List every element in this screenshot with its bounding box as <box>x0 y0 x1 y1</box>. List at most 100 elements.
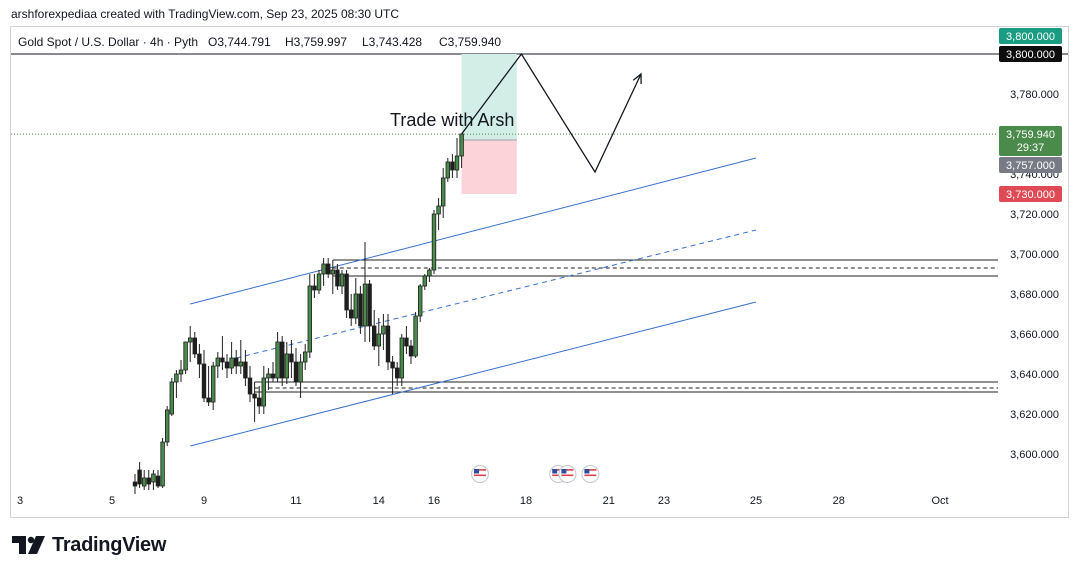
flag-stripe <box>474 477 486 479</box>
ohlc-values: O3,744.791 H3,759.997 L3,743.428 C3,759.940 <box>208 35 501 49</box>
x-tick-label: 16 <box>428 495 440 507</box>
position-tool <box>11 54 998 194</box>
candle-body <box>174 373 179 383</box>
candle <box>132 474 138 494</box>
flag-canton <box>474 469 479 474</box>
trade-annotation: Trade with Arsh <box>390 110 514 130</box>
chart-frame <box>10 26 1069 518</box>
candle <box>252 382 257 422</box>
candle <box>413 312 418 358</box>
flag-stripe <box>552 469 565 471</box>
ohlc-open: O3,744.791 <box>208 35 271 49</box>
flag-ring <box>471 465 489 483</box>
us-flag-icon[interactable] <box>558 465 577 483</box>
candle <box>427 268 432 282</box>
candle <box>224 354 230 378</box>
candle-body <box>445 161 450 179</box>
candles <box>132 133 464 494</box>
x-tick-label: 14 <box>373 495 385 507</box>
candle <box>187 326 193 362</box>
candle <box>238 340 243 374</box>
brand-name: TradingView <box>52 534 167 556</box>
channel-upper-line[interactable] <box>190 157 757 305</box>
x-tick-label: Oct <box>931 495 948 507</box>
candle <box>312 274 317 298</box>
flag-stripe <box>561 471 574 474</box>
candle <box>137 462 142 488</box>
tradingview-logo-icon <box>12 535 45 554</box>
candle <box>174 370 179 398</box>
flag-stripe <box>584 469 597 471</box>
candle <box>247 366 253 402</box>
candle <box>371 310 377 350</box>
candle <box>399 334 404 386</box>
candle-body <box>192 337 197 355</box>
candle-body <box>229 357 234 369</box>
candle <box>146 470 151 490</box>
candle-body <box>146 477 151 485</box>
candle-body <box>339 273 345 287</box>
candle-body <box>164 409 170 443</box>
chart-title: Gold Spot / U.S. Dollar · 4h · Pyth <box>18 35 198 49</box>
candle-body <box>436 205 441 215</box>
candle-body <box>243 361 248 379</box>
candle <box>164 406 170 446</box>
candle-body <box>197 353 202 365</box>
candle <box>445 158 450 182</box>
candle-body <box>399 337 404 379</box>
candle-body <box>298 361 303 383</box>
candle <box>141 470 147 490</box>
candle-body <box>422 275 427 287</box>
x-tick-label: 3 <box>17 495 23 507</box>
flag-stripe <box>561 474 574 477</box>
us-flag-icon[interactable] <box>581 465 600 483</box>
candle-body <box>293 361 299 383</box>
target-price-label-text: 3,800.000 <box>1006 31 1055 43</box>
candle-body <box>151 473 156 483</box>
candle-body <box>385 325 391 363</box>
candle-body <box>160 441 165 487</box>
candle <box>302 344 308 370</box>
last-price-label-text: 3,759.940 <box>1006 129 1055 141</box>
candle <box>459 133 464 168</box>
candle <box>192 332 197 358</box>
candle-body <box>316 273 322 291</box>
x-tick-label: 9 <box>201 495 207 507</box>
candle <box>330 260 335 294</box>
tradingview-logo[interactable]: TradingView <box>12 534 166 557</box>
candle-body <box>408 345 414 357</box>
candle <box>394 362 400 386</box>
channel-lower-line[interactable] <box>190 301 757 447</box>
candle <box>307 274 312 358</box>
candle <box>279 336 285 386</box>
candle <box>408 340 414 364</box>
candle <box>344 270 349 318</box>
candle <box>390 356 395 394</box>
candle-body <box>178 369 184 375</box>
candle-body <box>302 351 308 363</box>
us-flag-icon[interactable] <box>471 465 489 483</box>
candle <box>321 258 326 286</box>
candle <box>358 286 363 334</box>
candle-body <box>238 361 243 367</box>
candle-body <box>440 177 446 207</box>
candle-body <box>417 285 423 317</box>
candle-body <box>413 315 418 357</box>
candle <box>151 470 156 490</box>
last-price-label-bg <box>999 126 1062 156</box>
candle <box>362 242 368 342</box>
projection-path[interactable] <box>461 52 642 174</box>
flag-ring <box>558 465 577 483</box>
candle-body <box>247 377 253 395</box>
channel <box>190 157 757 447</box>
candle-body <box>381 325 386 335</box>
zones <box>254 259 998 393</box>
flag-ring <box>581 465 600 483</box>
level-price-label-bg <box>999 46 1062 62</box>
candle <box>243 350 248 386</box>
ohlc-high: H3,759.997 <box>285 35 347 49</box>
candle-body <box>312 285 317 291</box>
candle <box>256 386 262 414</box>
